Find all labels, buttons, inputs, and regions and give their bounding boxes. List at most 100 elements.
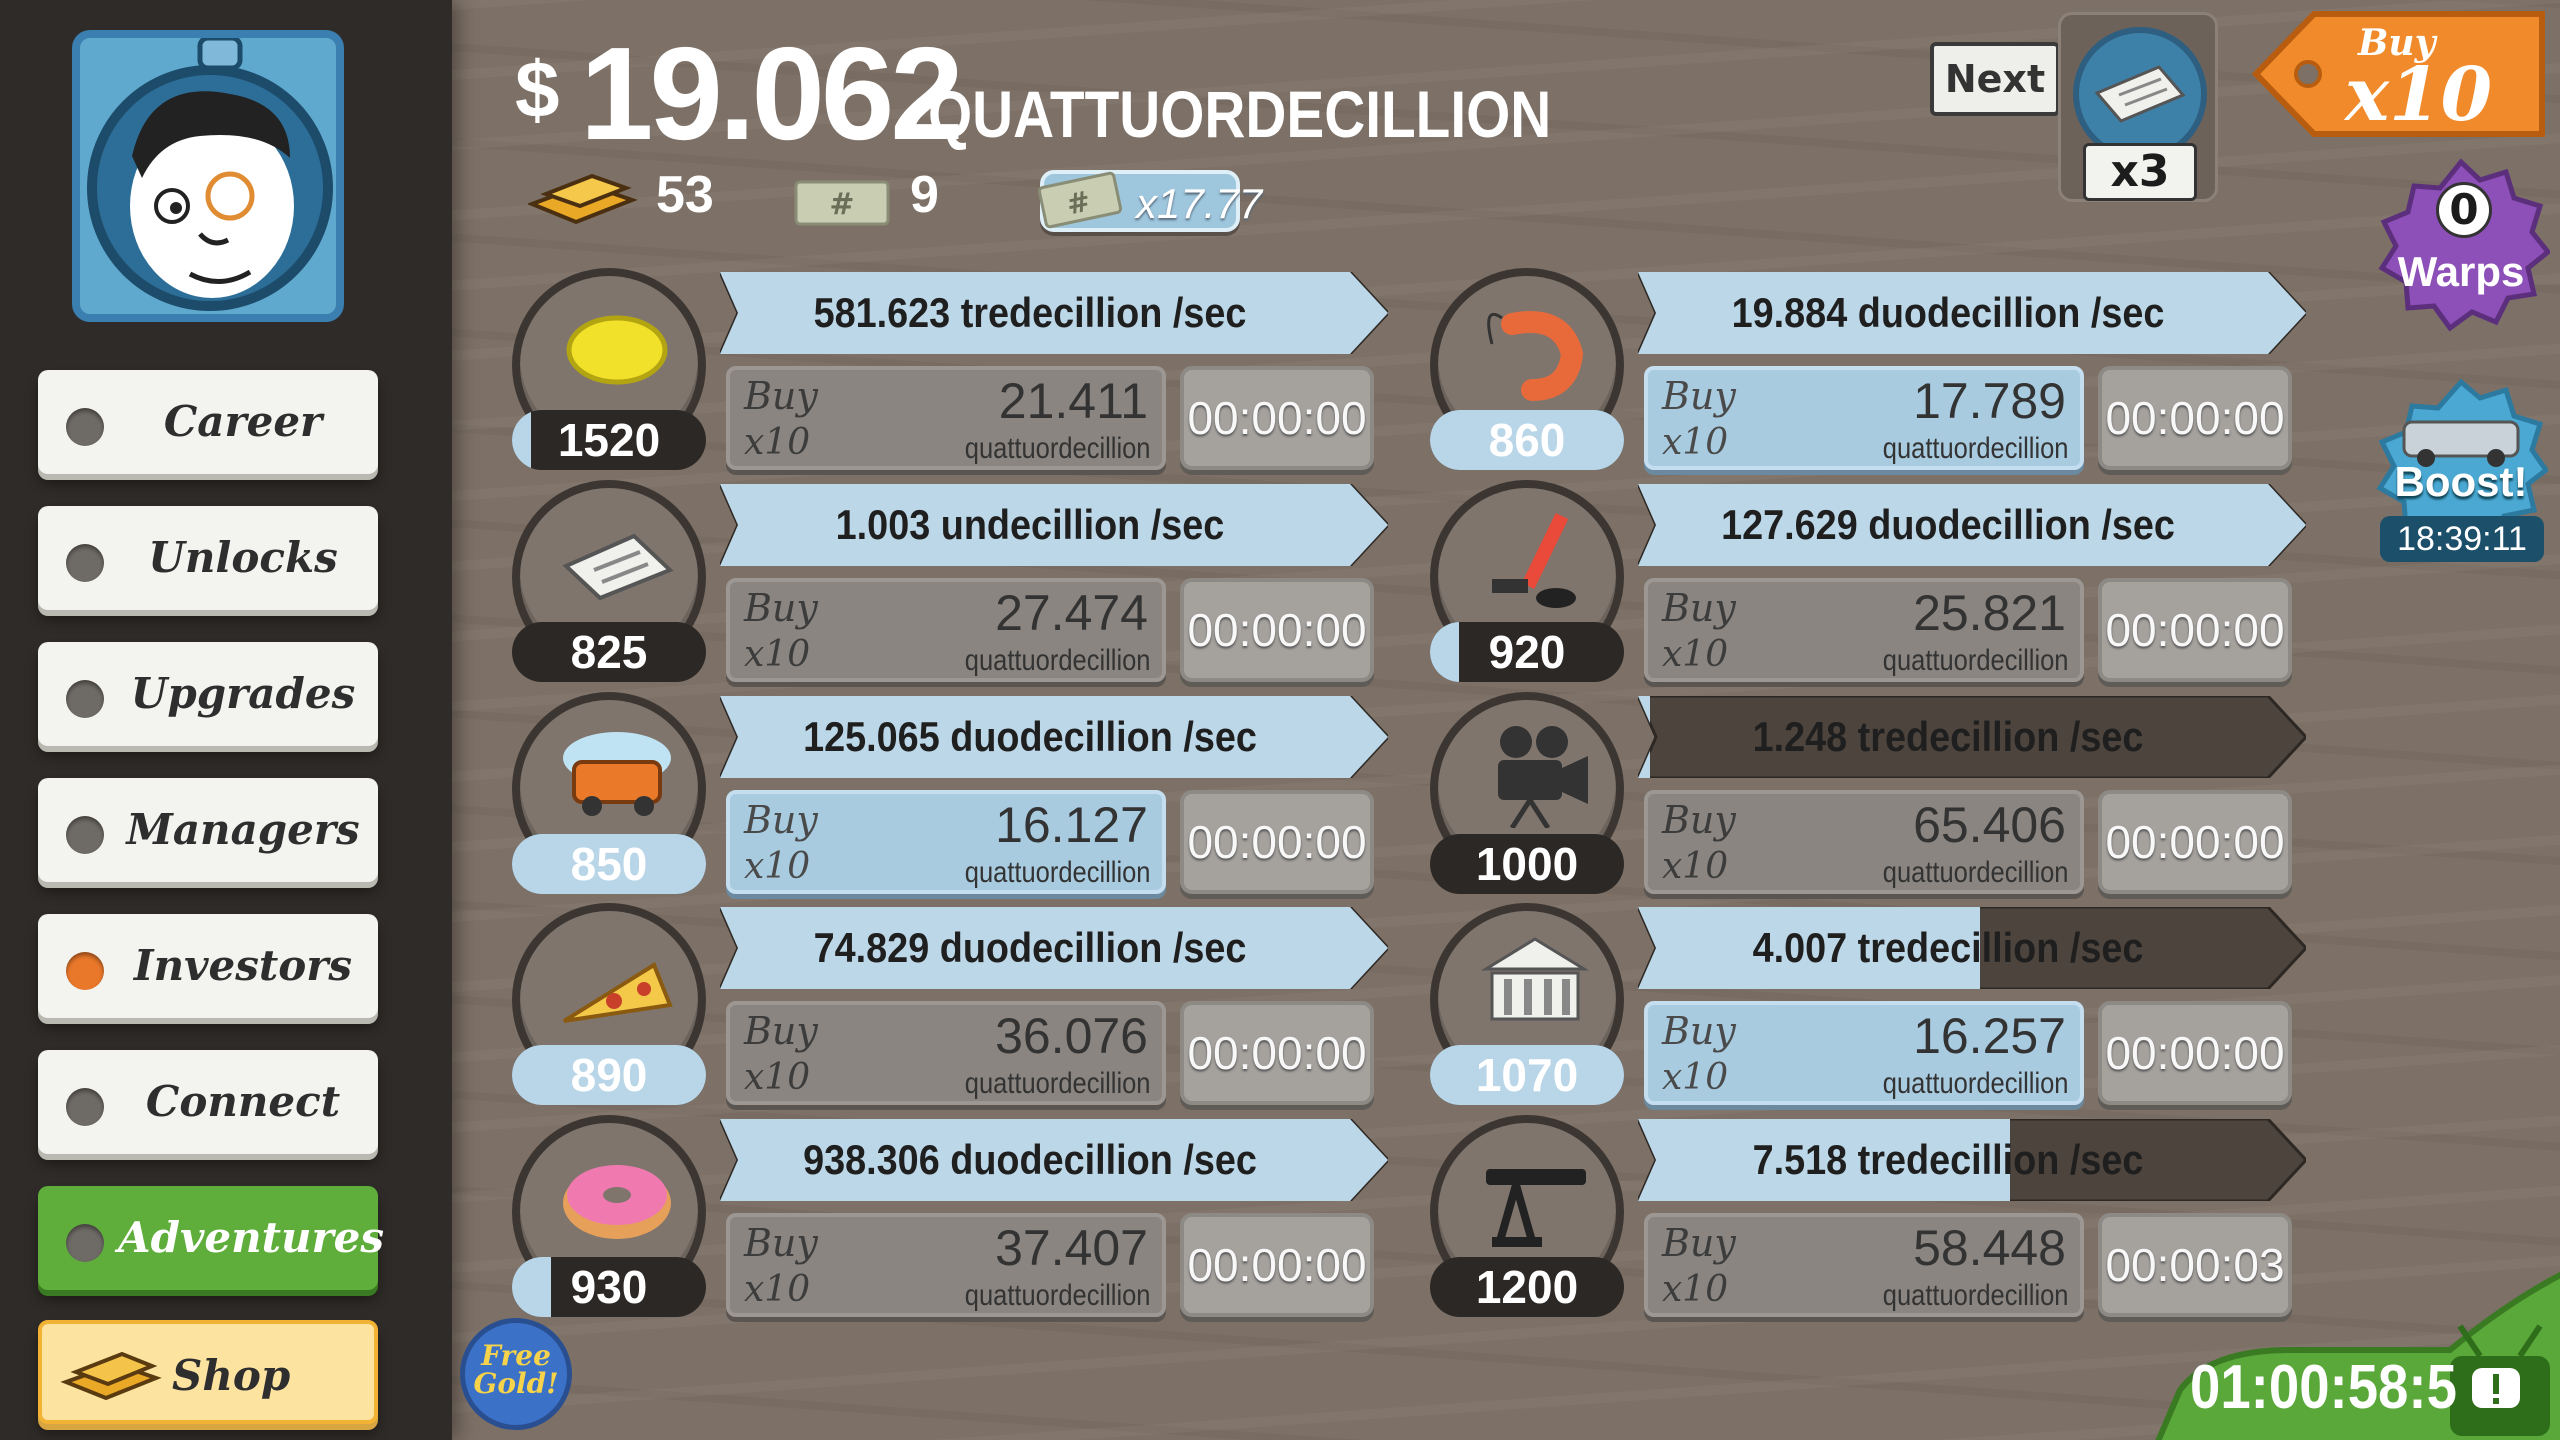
time-warp-boost-badge[interactable] bbox=[2374, 378, 2548, 558]
buy-price-unit: quattuordecillion bbox=[964, 432, 1150, 465]
news-panel[interactable]: x3 bbox=[2058, 12, 2218, 202]
career-button[interactable]: Career bbox=[38, 370, 378, 474]
revenue-progress-bar[interactable] bbox=[1638, 907, 2306, 989]
business-card: 930 938.306 duodecillion /sec Buy x10 37.407… bbox=[512, 1115, 1412, 1325]
lemon-icon bbox=[566, 315, 668, 385]
revenue-progress-bar[interactable] bbox=[720, 696, 1388, 778]
buy-business-button[interactable]: Buy x10 58.448 quattuordecillion bbox=[1644, 1213, 2084, 1317]
owned-count-pill: 1520 bbox=[512, 410, 706, 470]
upgrades-button[interactable]: Upgrades bbox=[38, 642, 378, 746]
warps-badge[interactable] bbox=[2372, 158, 2550, 336]
shop-label: Shop bbox=[172, 1351, 291, 1400]
business-card: 920 127.629 duodecillion /sec Buy x10 25.821… bbox=[1430, 480, 2330, 690]
owned-progress-fill bbox=[1430, 622, 1459, 682]
owned-count-pill: 860 bbox=[1430, 410, 1624, 470]
ticket-count: 9 bbox=[910, 166, 939, 224]
buy-label: Buy bbox=[744, 1009, 818, 1053]
buy-business-button[interactable]: Buy x10 21.411 quattuordecillion bbox=[726, 366, 1166, 470]
buy-quantity: x10 bbox=[1662, 422, 1729, 463]
business-card: 1200 7.518 tredecillion /sec Buy x10 58.448 q… bbox=[1430, 1115, 2330, 1325]
buy-business-button[interactable]: Buy x10 17.789 quattuordecillion bbox=[1644, 366, 2084, 470]
buy-quantity: x10 bbox=[1662, 846, 1729, 887]
buy-price: 16.127 bbox=[995, 797, 1148, 853]
shop-button[interactable]: Shop bbox=[38, 1320, 378, 1424]
revenue-progress-bar[interactable] bbox=[1638, 272, 2306, 354]
angel-multiplier-badge[interactable]: # x17.77 bbox=[1037, 170, 1262, 232]
revenue-progress-bar[interactable] bbox=[720, 1119, 1388, 1201]
owned-count-pill: 850 bbox=[512, 834, 706, 894]
owned-count: 860 bbox=[1488, 414, 1566, 466]
buy-quantity: x10 bbox=[744, 1057, 811, 1098]
buy-price: 37.407 bbox=[995, 1220, 1148, 1276]
revenue-rate: 1.003 undecillion /sec bbox=[835, 501, 1225, 548]
buy-price-unit: quattuordecillion bbox=[1882, 644, 2068, 677]
adventures-label: Adventures bbox=[118, 1213, 385, 1262]
owned-count: 1520 bbox=[557, 414, 661, 466]
buy-business-button[interactable]: Buy x10 37.407 quattuordecillion bbox=[726, 1213, 1166, 1317]
owned-count-pill: 1000 bbox=[1430, 834, 1624, 894]
boost-label: Boost! bbox=[2394, 458, 2528, 505]
owned-count: 930 bbox=[570, 1261, 648, 1313]
free-gold-line2: Gold! bbox=[473, 1367, 559, 1400]
revenue-progress-bar[interactable] bbox=[720, 484, 1388, 566]
free-gold-button[interactable] bbox=[460, 1318, 572, 1430]
revenue-progress-bar[interactable] bbox=[1638, 484, 2306, 566]
money-unit: QUATTUORDECILLION bbox=[928, 77, 1552, 151]
buy-business-button[interactable]: Buy x10 16.127 quattuordecillion bbox=[726, 790, 1166, 894]
investors-label: Investors bbox=[133, 941, 353, 990]
revenue-progress-bar[interactable] bbox=[720, 907, 1388, 989]
owned-progress-fill bbox=[512, 834, 706, 894]
revenue-rate: 581.623 tredecillion /sec bbox=[813, 289, 1247, 336]
player-avatar[interactable] bbox=[72, 30, 344, 322]
gold-bars-icon bbox=[60, 1351, 162, 1401]
upgrades-label: Upgrades bbox=[130, 669, 356, 718]
buy-label: Buy bbox=[744, 586, 818, 630]
revenue-progress-bar[interactable] bbox=[720, 272, 1388, 354]
buy-price: 17.789 bbox=[1913, 373, 2066, 429]
buy-quantity: x10 bbox=[744, 1269, 811, 1310]
angel-ticket-icon: # bbox=[1037, 171, 1123, 229]
revenue-progress-bar[interactable] bbox=[1638, 696, 2306, 778]
connect-label: Connect bbox=[145, 1077, 341, 1126]
revenue-rate: 125.065 duodecillion /sec bbox=[803, 713, 1257, 760]
buy-business-button[interactable]: Buy x10 27.474 quattuordecillion bbox=[726, 578, 1166, 682]
revenue-rate: 127.629 duodecillion /sec bbox=[1721, 501, 2175, 548]
investors-status-dot bbox=[66, 952, 104, 990]
event-timer: 01:00:58:5 bbox=[2190, 1353, 2457, 1422]
gold-bars-icon bbox=[528, 173, 638, 225]
newspaper-icon bbox=[562, 533, 674, 601]
managers-button[interactable]: Managers bbox=[38, 778, 378, 882]
money-value: 19.062 bbox=[580, 20, 964, 167]
business-card: 825 1.003 undecillion /sec Buy x10 27.474 qua… bbox=[512, 480, 1412, 690]
oil-rig-icon bbox=[1486, 1169, 1586, 1247]
buy-price-unit: quattuordecillion bbox=[1882, 432, 2068, 465]
connect-button[interactable]: Connect bbox=[38, 1050, 378, 1154]
owned-count-pill: 1200 bbox=[1430, 1257, 1624, 1317]
adventures-button[interactable]: Adventures bbox=[38, 1186, 385, 1290]
cycle-timer: 00:00:00 bbox=[1180, 366, 1374, 470]
unlocks-status-dot bbox=[66, 544, 104, 582]
buy-quantity: x10 bbox=[1662, 1057, 1729, 1098]
business-card: 1000 1.248 tredecillion /sec Buy x10 65.406 q… bbox=[1430, 692, 2330, 902]
investors-button[interactable]: Investors bbox=[38, 914, 378, 1018]
revenue-rate: 7.518 tredecillion /sec bbox=[1752, 1136, 2144, 1183]
revenue-progress-bar[interactable] bbox=[1638, 1119, 2306, 1201]
next-news-button[interactable]: Next bbox=[1930, 42, 2060, 116]
shrimp-icon bbox=[1487, 311, 1584, 401]
movie-camera-icon bbox=[1498, 726, 1588, 828]
buy-mode-tag[interactable] bbox=[2250, 4, 2550, 144]
revenue-rate: 74.829 duodecillion /sec bbox=[813, 924, 1247, 971]
buy-price: 58.448 bbox=[1913, 1220, 2066, 1276]
buy-business-button[interactable]: Buy x10 65.406 quattuordecillion bbox=[1644, 790, 2084, 894]
buy-price-unit: quattuordecillion bbox=[964, 644, 1150, 677]
buy-price-unit: quattuordecillion bbox=[964, 1067, 1150, 1100]
unlocks-label: Unlocks bbox=[148, 533, 338, 582]
unlocks-button[interactable]: Unlocks bbox=[38, 506, 378, 610]
buy-price: 27.474 bbox=[995, 585, 1148, 641]
buy-label: Buy bbox=[1662, 586, 1736, 630]
buy-business-button[interactable]: Buy x10 36.076 quattuordecillion bbox=[726, 1001, 1166, 1105]
donut-icon bbox=[563, 1165, 671, 1239]
buy-business-button[interactable]: Buy x10 16.257 quattuordecillion bbox=[1644, 1001, 2084, 1105]
buy-business-button[interactable]: Buy x10 25.821 quattuordecillion bbox=[1644, 578, 2084, 682]
buy-quantity: x10 bbox=[1662, 1269, 1729, 1310]
